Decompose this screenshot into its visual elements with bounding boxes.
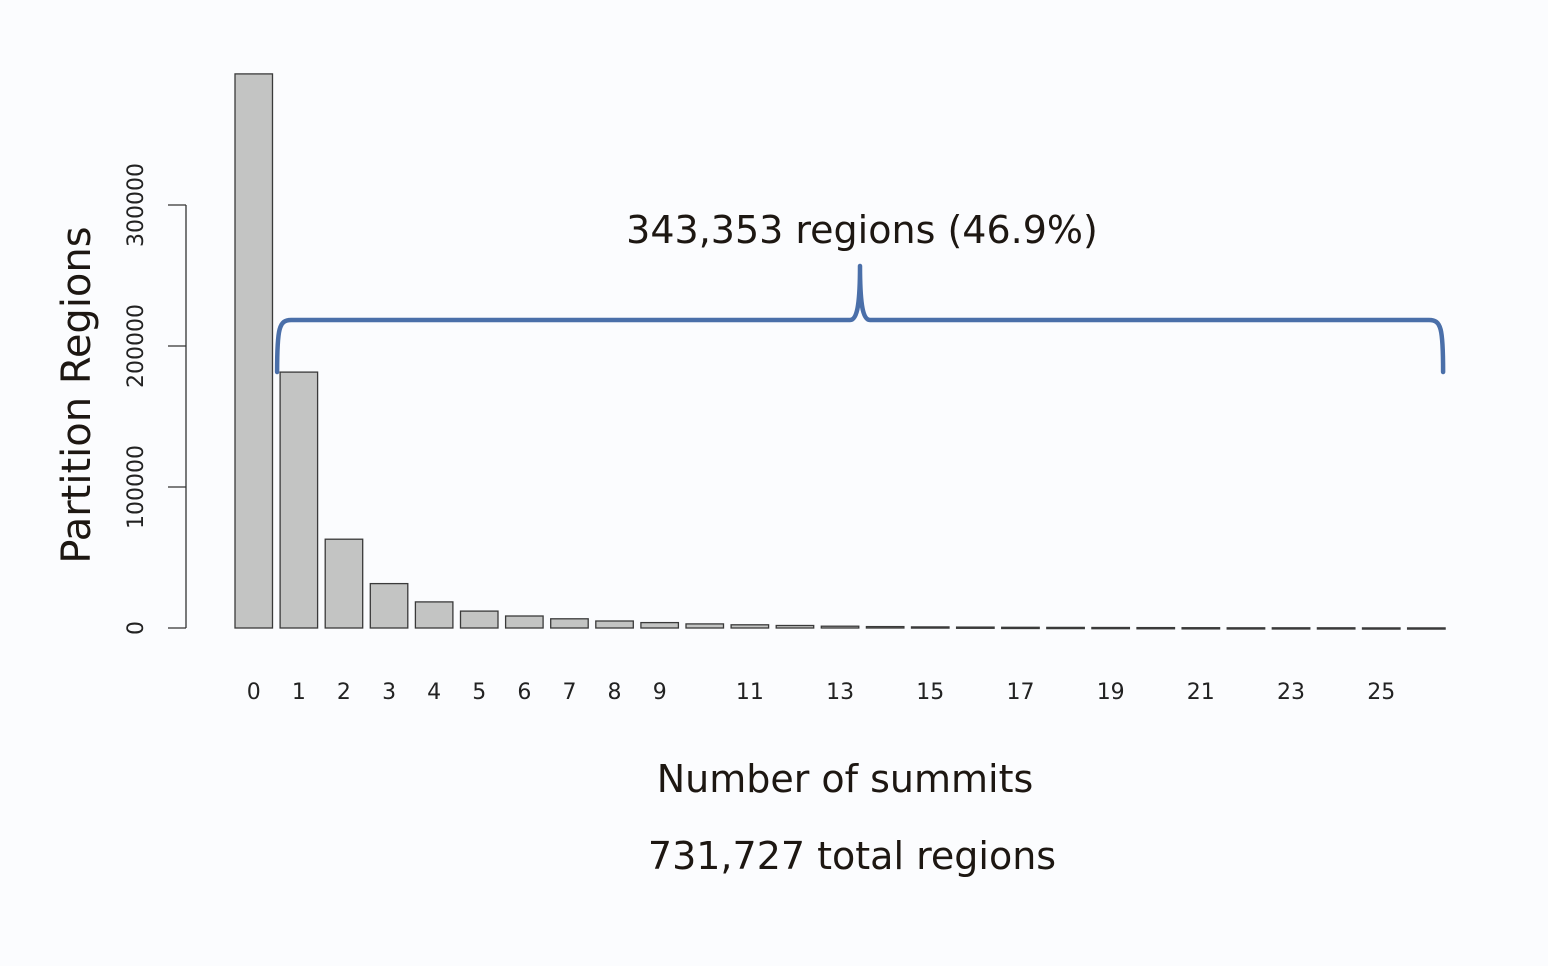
chart-subtitle: 731,727 total regions (648, 834, 1056, 878)
y-axis: 0 100000 200000 300000 (124, 163, 187, 635)
bar-25 (1361, 627, 1401, 630)
x-tick-label: 9 (653, 680, 667, 705)
bar-2 (324, 538, 364, 629)
x-tick-label: 6 (517, 680, 531, 705)
annotation-label: 343,353 regions (46.9%) (626, 208, 1098, 252)
bar-5 (459, 610, 499, 629)
bar-11 (730, 624, 770, 629)
x-tick-label: 4 (427, 680, 441, 705)
bar-18 (1046, 626, 1085, 630)
x-tick-label: 13 (826, 680, 854, 705)
x-tick-label: 21 (1187, 680, 1215, 705)
bar-9 (640, 621, 680, 629)
x-tick-label: 7 (563, 680, 577, 705)
bar-1 (279, 371, 319, 629)
bar-10 (685, 623, 725, 629)
bar-6 (504, 615, 544, 629)
x-tick-label: 23 (1277, 680, 1305, 705)
bar-17 (1001, 626, 1040, 630)
x-tick-label: 19 (1097, 680, 1125, 705)
x-tick-label: 0 (247, 680, 261, 705)
bar-21 (1181, 627, 1221, 630)
y-tick-label: 100000 (124, 445, 149, 529)
bar-13 (820, 625, 860, 629)
bar-22 (1226, 627, 1266, 630)
x-tick-label: 8 (608, 680, 622, 705)
bar-8 (595, 620, 634, 629)
x-tick-label: 3 (382, 680, 396, 705)
x-tick-label: 11 (736, 680, 764, 705)
bar-0 (234, 73, 274, 629)
y-axis-title: Partition Regions (54, 226, 100, 563)
x-tick-label: 5 (472, 680, 486, 705)
bar-26 (1406, 627, 1446, 630)
bar-3 (369, 582, 409, 629)
x-tick-label: 15 (916, 680, 944, 705)
bar-7 (550, 618, 589, 629)
x-tick-label: 17 (1007, 680, 1035, 705)
bar-19 (1091, 626, 1131, 630)
bar-15 (910, 626, 950, 629)
y-tick-label: 300000 (124, 163, 149, 247)
bar-14 (865, 625, 905, 629)
bar-24 (1316, 627, 1356, 630)
bar-20 (1136, 626, 1176, 630)
y-tick-label: 0 (124, 621, 149, 635)
annotation-brace (274, 263, 1446, 375)
x-tick-label: 2 (337, 680, 351, 705)
x-axis-title: Number of summits (657, 757, 1034, 801)
bar-16 (955, 626, 995, 629)
y-tick-label: 200000 (124, 304, 149, 388)
x-tick-label: 25 (1367, 680, 1395, 705)
x-tick-label: 1 (292, 680, 306, 705)
bar-12 (775, 624, 815, 629)
x-tick-labels: 0 1 2 3 4 5 6 7 8 9 11 13 15 17 19 21 23 25 (247, 680, 1396, 705)
bar-23 (1271, 627, 1311, 630)
bar-4 (414, 601, 454, 629)
bars-group (234, 73, 1446, 630)
